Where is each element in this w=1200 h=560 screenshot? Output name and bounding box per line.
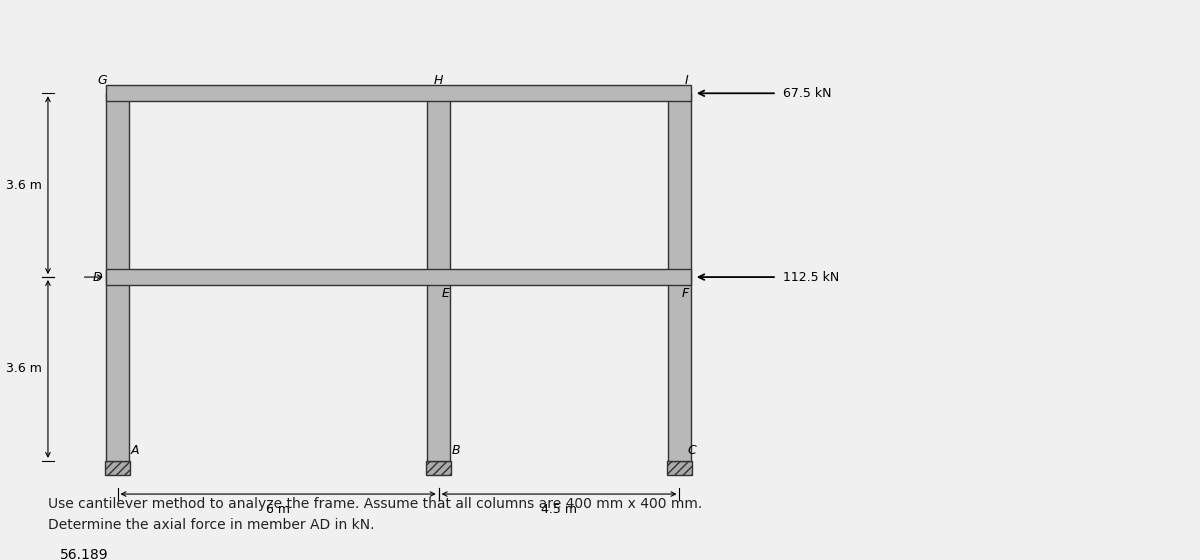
FancyBboxPatch shape: [426, 461, 451, 475]
Text: H: H: [434, 74, 443, 87]
Text: E: E: [442, 287, 449, 300]
Text: 67.5 kN: 67.5 kN: [784, 87, 832, 100]
Text: 6 m: 6 m: [266, 503, 290, 516]
Text: F: F: [682, 287, 690, 300]
Text: Determine the axial force in member AD in kN.: Determine the axial force in member AD i…: [48, 518, 374, 532]
Text: 3.6 m: 3.6 m: [6, 179, 42, 192]
Text: 56.189: 56.189: [60, 548, 108, 560]
FancyBboxPatch shape: [104, 461, 131, 475]
FancyBboxPatch shape: [667, 94, 691, 461]
Text: A: A: [131, 444, 139, 457]
Text: G: G: [97, 74, 107, 87]
FancyBboxPatch shape: [667, 461, 692, 475]
FancyBboxPatch shape: [106, 94, 130, 461]
Text: 3.6 m: 3.6 m: [6, 362, 42, 375]
Text: 112.5 kN: 112.5 kN: [784, 270, 840, 283]
Text: Use cantilever method to analyze the frame. Assume that all columns are 400 mm x: Use cantilever method to analyze the fra…: [48, 497, 702, 511]
FancyBboxPatch shape: [427, 94, 450, 461]
Text: 4.5 m: 4.5 m: [541, 503, 577, 516]
Text: C: C: [688, 444, 696, 457]
Text: D: D: [92, 270, 102, 283]
FancyBboxPatch shape: [48, 541, 326, 560]
FancyBboxPatch shape: [106, 269, 691, 285]
FancyBboxPatch shape: [106, 85, 691, 101]
Text: B: B: [451, 444, 460, 457]
Text: I: I: [685, 74, 689, 87]
